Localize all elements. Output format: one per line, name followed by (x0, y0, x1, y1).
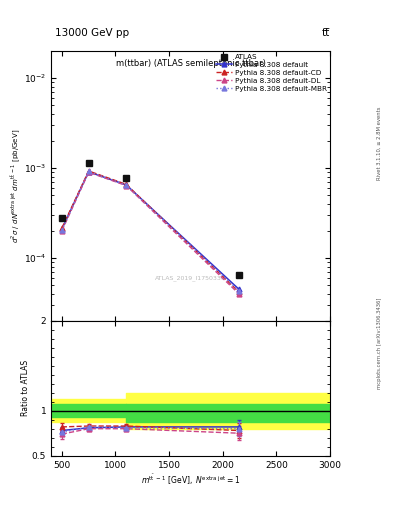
X-axis label: $m^{{\rm t\bar{t}}\ -1}\ {\rm [GeV]},\ N^{\rm extra\ jet}=1$: $m^{{\rm t\bar{t}}\ -1}\ {\rm [GeV]},\ N… (141, 472, 240, 487)
Text: tt̅: tt̅ (322, 28, 330, 38)
Pythia 8.308 default-CD (237, 289, 241, 295)
Pythia 8.308 default (59, 226, 64, 232)
Pythia 8.308 default-MBR (86, 168, 91, 175)
Pythia 8.308 default-CD (86, 168, 91, 174)
Text: Rivet 3.1.10, ≥ 2.8M events: Rivet 3.1.10, ≥ 2.8M events (377, 106, 382, 180)
Pythia 8.308 default-CD (59, 225, 64, 231)
Pythia 8.308 default-DL (86, 169, 91, 175)
Line: Pythia 8.308 default-CD: Pythia 8.308 default-CD (59, 168, 241, 294)
Pythia 8.308 default-DL (124, 182, 129, 188)
Y-axis label: Ratio to ATLAS: Ratio to ATLAS (22, 360, 31, 416)
Legend: ATLAS, Pythia 8.308 default, Pythia 8.308 default-CD, Pythia 8.308 default-DL, P: ATLAS, Pythia 8.308 default, Pythia 8.30… (215, 53, 329, 93)
Pythia 8.308 default-MBR (237, 288, 241, 294)
Line: Pythia 8.308 default-MBR: Pythia 8.308 default-MBR (59, 169, 241, 293)
Text: mcplots.cern.ch [arXiv:1306.3436]: mcplots.cern.ch [arXiv:1306.3436] (377, 297, 382, 389)
Text: 13000 GeV pp: 13000 GeV pp (55, 28, 129, 38)
Line: Pythia 8.308 default: Pythia 8.308 default (59, 169, 241, 292)
Y-axis label: $d^2\sigma\ /\ dN^{\rm extra\ jet}\ dm^{{\rm t\bar{t}}\ -1}\ [\rm pb/GeV]$: $d^2\sigma\ /\ dN^{\rm extra\ jet}\ dm^{… (9, 129, 22, 243)
ATLAS (124, 175, 129, 181)
Line: Pythia 8.308 default-DL: Pythia 8.308 default-DL (59, 170, 241, 296)
ATLAS (86, 160, 91, 166)
Pythia 8.308 default (237, 286, 241, 292)
Line: ATLAS: ATLAS (59, 160, 242, 278)
Pythia 8.308 default (86, 169, 91, 175)
Pythia 8.308 default-MBR (124, 182, 129, 188)
Pythia 8.308 default-CD (124, 181, 129, 187)
Text: m(ttbar) (ATLAS semileptonic ttbar): m(ttbar) (ATLAS semileptonic ttbar) (116, 59, 266, 68)
Text: ATLAS_2019_I1750330: ATLAS_2019_I1750330 (155, 275, 226, 281)
ATLAS (237, 272, 241, 278)
Pythia 8.308 default-DL (237, 291, 241, 297)
Pythia 8.308 default (124, 182, 129, 188)
Pythia 8.308 default-MBR (59, 227, 64, 233)
Pythia 8.308 default-DL (59, 228, 64, 234)
ATLAS (59, 215, 64, 221)
